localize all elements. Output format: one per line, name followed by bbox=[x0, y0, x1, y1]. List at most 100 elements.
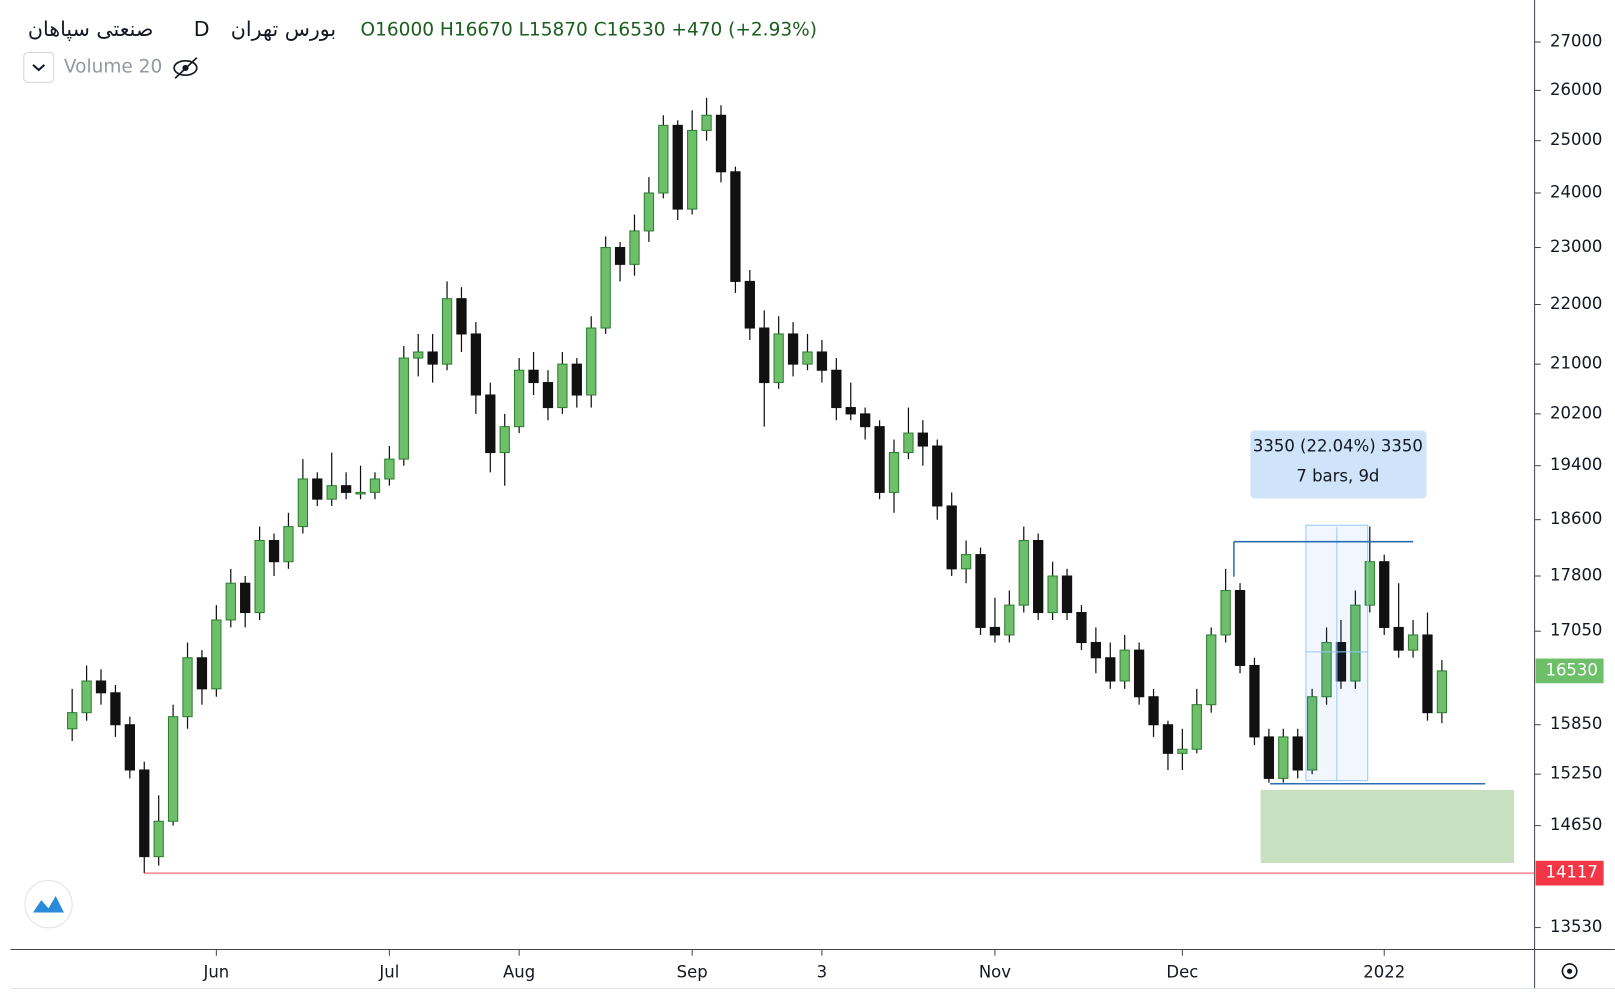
candle-body bbox=[153, 820, 164, 858]
candle-body bbox=[1350, 604, 1361, 682]
candle-body bbox=[1234, 589, 1246, 666]
y-tick-label: 25000 bbox=[1550, 130, 1602, 149]
candle-body bbox=[1393, 626, 1404, 651]
candle-body bbox=[917, 432, 928, 447]
y-tick-label: 13530 bbox=[1550, 917, 1602, 936]
candle-body bbox=[326, 485, 337, 500]
candle-body bbox=[586, 327, 597, 396]
candle-body bbox=[355, 491, 366, 495]
candle-body bbox=[614, 247, 626, 265]
candle-body bbox=[312, 478, 323, 500]
measure-label: 3350 (22.04%) 3350 bbox=[1253, 436, 1423, 455]
ohlc-values: O16000 H16670 L15870 C16530 +470 (+2.93%… bbox=[361, 19, 817, 40]
candle-body bbox=[1148, 696, 1159, 726]
y-tick-label: 15250 bbox=[1550, 764, 1602, 783]
candle-body bbox=[470, 333, 482, 396]
candle-body bbox=[1177, 748, 1188, 754]
y-tick-label: 24000 bbox=[1550, 182, 1602, 201]
candle-body bbox=[831, 369, 842, 409]
candle-body bbox=[787, 333, 799, 365]
y-tick-label: 23000 bbox=[1550, 237, 1602, 256]
candle-body bbox=[730, 171, 741, 282]
candle-body bbox=[398, 357, 409, 460]
candle-body bbox=[67, 712, 78, 730]
interval: D bbox=[194, 17, 210, 41]
exchange: بورس تهران bbox=[231, 17, 336, 41]
candle-body bbox=[542, 382, 554, 409]
candle-body bbox=[1004, 604, 1015, 636]
logo[interactable] bbox=[24, 880, 73, 929]
candle-body bbox=[571, 363, 582, 396]
x-tick-label: 3 bbox=[817, 963, 827, 982]
candle-body bbox=[1162, 724, 1174, 754]
candle-body bbox=[715, 114, 727, 173]
candle-body bbox=[1263, 736, 1275, 779]
indicator-name[interactable]: Volume 20 bbox=[64, 56, 162, 77]
candle-body bbox=[773, 333, 784, 384]
candle-body bbox=[340, 485, 352, 493]
settings-icon[interactable] bbox=[1561, 963, 1578, 980]
collapse-button[interactable] bbox=[23, 52, 55, 83]
candle-body bbox=[1306, 696, 1318, 771]
last-price-box bbox=[1535, 658, 1604, 684]
x-tick-label: Dec bbox=[1166, 963, 1198, 982]
candle-body bbox=[427, 351, 438, 365]
x-tick-label: Sep bbox=[677, 963, 708, 982]
candle-body bbox=[167, 716, 179, 822]
y-tick-label: 21000 bbox=[1550, 354, 1602, 373]
candle-body bbox=[1018, 539, 1029, 606]
y-tick-label: 17800 bbox=[1550, 566, 1602, 585]
candle-body bbox=[1206, 634, 1217, 706]
x-tick-label: Nov bbox=[979, 963, 1011, 982]
y-tick-label: 20200 bbox=[1550, 403, 1602, 422]
candle-body bbox=[989, 626, 1001, 636]
candle-body bbox=[499, 426, 510, 454]
y-tick-label: 19400 bbox=[1550, 455, 1602, 474]
candle-body bbox=[1364, 561, 1375, 606]
candle-body bbox=[975, 554, 986, 628]
y-tick-label: 14650 bbox=[1550, 815, 1602, 834]
candle-body bbox=[1105, 657, 1116, 682]
hide-icon[interactable] bbox=[173, 57, 198, 79]
x-tick-label: 2022 bbox=[1363, 963, 1405, 982]
candle-body bbox=[124, 724, 135, 771]
candle-body bbox=[1292, 736, 1303, 771]
candle-body bbox=[240, 582, 251, 614]
candle-body bbox=[110, 692, 121, 726]
candle-body bbox=[557, 363, 568, 409]
candle-body bbox=[1090, 641, 1102, 659]
candle-body bbox=[1191, 704, 1202, 750]
candle-body bbox=[81, 680, 92, 714]
candle-body bbox=[513, 369, 525, 428]
candle-body bbox=[1033, 539, 1044, 614]
candle-body bbox=[413, 351, 424, 359]
candle-body bbox=[946, 505, 957, 570]
candle-body bbox=[485, 394, 496, 454]
candle-body bbox=[1422, 634, 1433, 714]
candle-body bbox=[802, 351, 813, 365]
candle-body bbox=[643, 192, 655, 232]
price-line-label: 14117 bbox=[1545, 863, 1597, 882]
candle-body bbox=[182, 657, 193, 718]
plot bbox=[67, 97, 1448, 874]
price-line-label-box bbox=[1535, 860, 1604, 886]
candle-body bbox=[1047, 575, 1058, 614]
candle-body bbox=[600, 247, 611, 329]
candle-body bbox=[283, 526, 294, 563]
candle-body bbox=[1278, 736, 1289, 779]
candle-body bbox=[211, 619, 222, 690]
candle-body bbox=[701, 114, 712, 131]
candle-body bbox=[860, 413, 871, 428]
candle-body bbox=[139, 769, 150, 858]
candle-body bbox=[874, 426, 885, 493]
y-tick-label: 15850 bbox=[1550, 714, 1602, 733]
candle-body bbox=[528, 369, 539, 384]
candle-body bbox=[1061, 575, 1073, 614]
y-tick-label: 17050 bbox=[1550, 621, 1602, 640]
drawn-rectangle bbox=[1260, 789, 1514, 864]
last-price-label: 16530 bbox=[1545, 660, 1597, 679]
candle-body bbox=[1119, 649, 1130, 682]
y-tick-label: 22000 bbox=[1550, 294, 1602, 313]
